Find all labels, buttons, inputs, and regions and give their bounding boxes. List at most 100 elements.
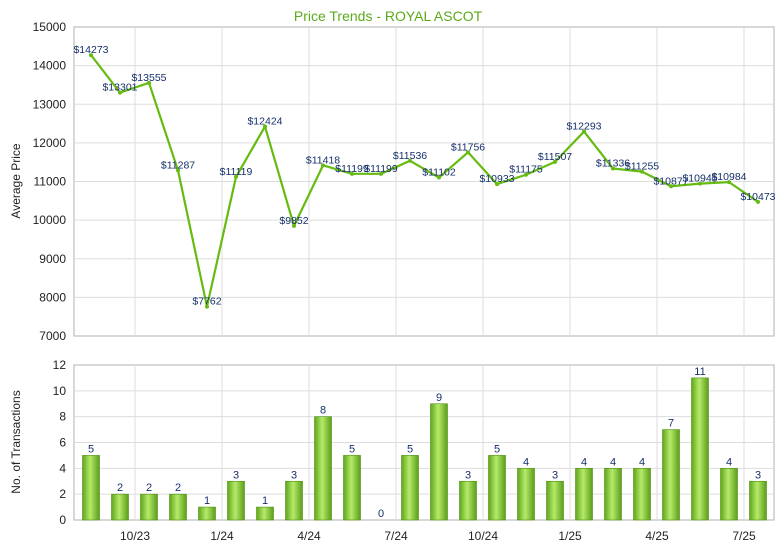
transactions-bar [111,493,129,521]
price-point [147,80,151,85]
price-data-label: $11287 [161,159,195,171]
price-data-label: $13555 [131,72,166,84]
transactions-data-label: 2 [146,482,152,494]
transactions-bar [430,403,448,521]
transactions-data-label: 8 [320,405,326,417]
transactions-data-label: 4 [639,456,645,468]
transactions-data-label: 2 [175,482,181,494]
transactions-bar [256,506,274,521]
price-y-tick-label: 7000 [39,329,66,343]
transactions-x-axis: 10/23 1/24 4/24 7/24 10/24 1/25 4/25 7/25 [120,529,756,543]
transactions-y-tick-label: 4 [59,461,66,475]
price-data-label: $10984 [711,171,746,183]
price-data-label: $10877 [653,175,688,187]
price-point [727,180,731,185]
price-point [89,53,93,58]
transactions-bar [314,416,332,521]
price-gridlines [74,27,774,336]
transactions-bar [633,468,651,521]
price-y-tick-label: 8000 [39,290,66,304]
price-data-label: $11336 [596,158,630,170]
price-data-label: $12293 [566,121,601,133]
transactions-data-label: 4 [581,456,587,468]
transactions-data-label: 3 [291,469,297,481]
transactions-data-label: 5 [88,443,94,455]
transactions-x-tick-label: 4/24 [297,529,321,543]
transactions-x-tick-label: 10/23 [120,529,150,543]
price-point [553,159,557,164]
price-point [466,150,470,155]
transactions-data-label: 1 [262,495,268,507]
price-y-axis: 7000 8000 9000 10000 11000 12000 13000 14000 150… [33,20,67,343]
price-data-label: $11255 [625,161,659,173]
transactions-data-label: 5 [349,443,355,455]
transactions-y-tick-label: 6 [59,436,66,450]
price-data-label: $10945 [682,173,717,185]
transactions-bar [575,468,593,521]
price-y-tick-label: 9000 [39,252,66,266]
price-point [379,171,383,176]
price-point [292,223,296,228]
price-line-series [89,53,760,309]
transactions-y-axis-label: No. of Transactions [9,390,23,493]
transactions-gridlines [74,365,774,520]
transactions-data-label: 1 [204,495,210,507]
price-data-label: $9852 [279,215,308,227]
transactions-bar [488,455,506,521]
price-y-tick-label: 15000 [33,20,67,34]
chart-title: Price Trends - ROYAL ASCOT [294,8,483,24]
transactions-data-labels: 5 2 2 2 1 3 1 3 8 5 0 5 9 3 5 4 3 4 4 4 7 11 4 3 [88,366,761,520]
transactions-x-tick-label: 1/24 [210,529,234,543]
price-point [640,169,644,174]
transactions-x-tick-label: 1/25 [558,529,582,543]
price-point [234,174,238,179]
price-point [263,124,267,129]
price-data-label: $11102 [422,167,456,179]
transactions-bar [517,468,535,521]
transactions-y-tick-label: 0 [59,513,66,527]
transactions-data-label: 3 [552,469,558,481]
transactions-y-tick-label: 2 [59,487,66,501]
transactions-bar [401,455,419,521]
price-y-tick-label: 13000 [33,97,67,111]
price-point [408,158,412,163]
price-data-label: $12424 [247,115,282,127]
transactions-bar [227,480,245,521]
price-point [698,181,702,186]
transactions-data-label: 5 [407,443,413,455]
transactions-bar [749,480,767,521]
price-y-axis-label: Average Price [9,143,23,218]
price-data-label: $10473 [740,191,775,203]
price-data-label: $11119 [220,166,253,178]
transactions-data-label: 2 [117,482,123,494]
transactions-data-label: 3 [755,469,761,481]
transactions-x-tick-label: 10/24 [468,529,498,543]
transactions-data-label: 3 [465,469,471,481]
transactions-bar [169,493,187,521]
price-point [437,175,441,180]
transactions-bar [662,429,680,521]
price-data-label: $11175 [509,164,543,176]
transactions-data-label: 9 [436,392,442,404]
price-point [611,166,615,171]
price-y-tick-label: 11000 [34,175,67,189]
price-data-label: $11507 [538,151,572,163]
price-data-labels: $14273 $13301$13555 $11287 $7762 $11119 $1242… [73,44,775,307]
price-y-tick-label: 12000 [33,136,67,150]
price-point [350,171,354,176]
price-data-label: $13301 [102,82,137,94]
transactions-data-label: 4 [726,456,732,468]
transactions-bar [546,480,564,521]
price-data-label: $11756 [451,141,485,153]
transactions-data-label: 4 [610,456,616,468]
transactions-y-axis: 0 2 4 6 8 10 12 [53,358,67,527]
transactions-x-tick-label: 7/25 [732,529,756,543]
price-y-tick-label: 14000 [33,59,67,73]
price-data-label: $11418 [306,154,340,166]
price-point [321,163,325,168]
price-point [669,184,673,189]
transactions-bar [459,480,477,521]
price-point [582,129,586,134]
